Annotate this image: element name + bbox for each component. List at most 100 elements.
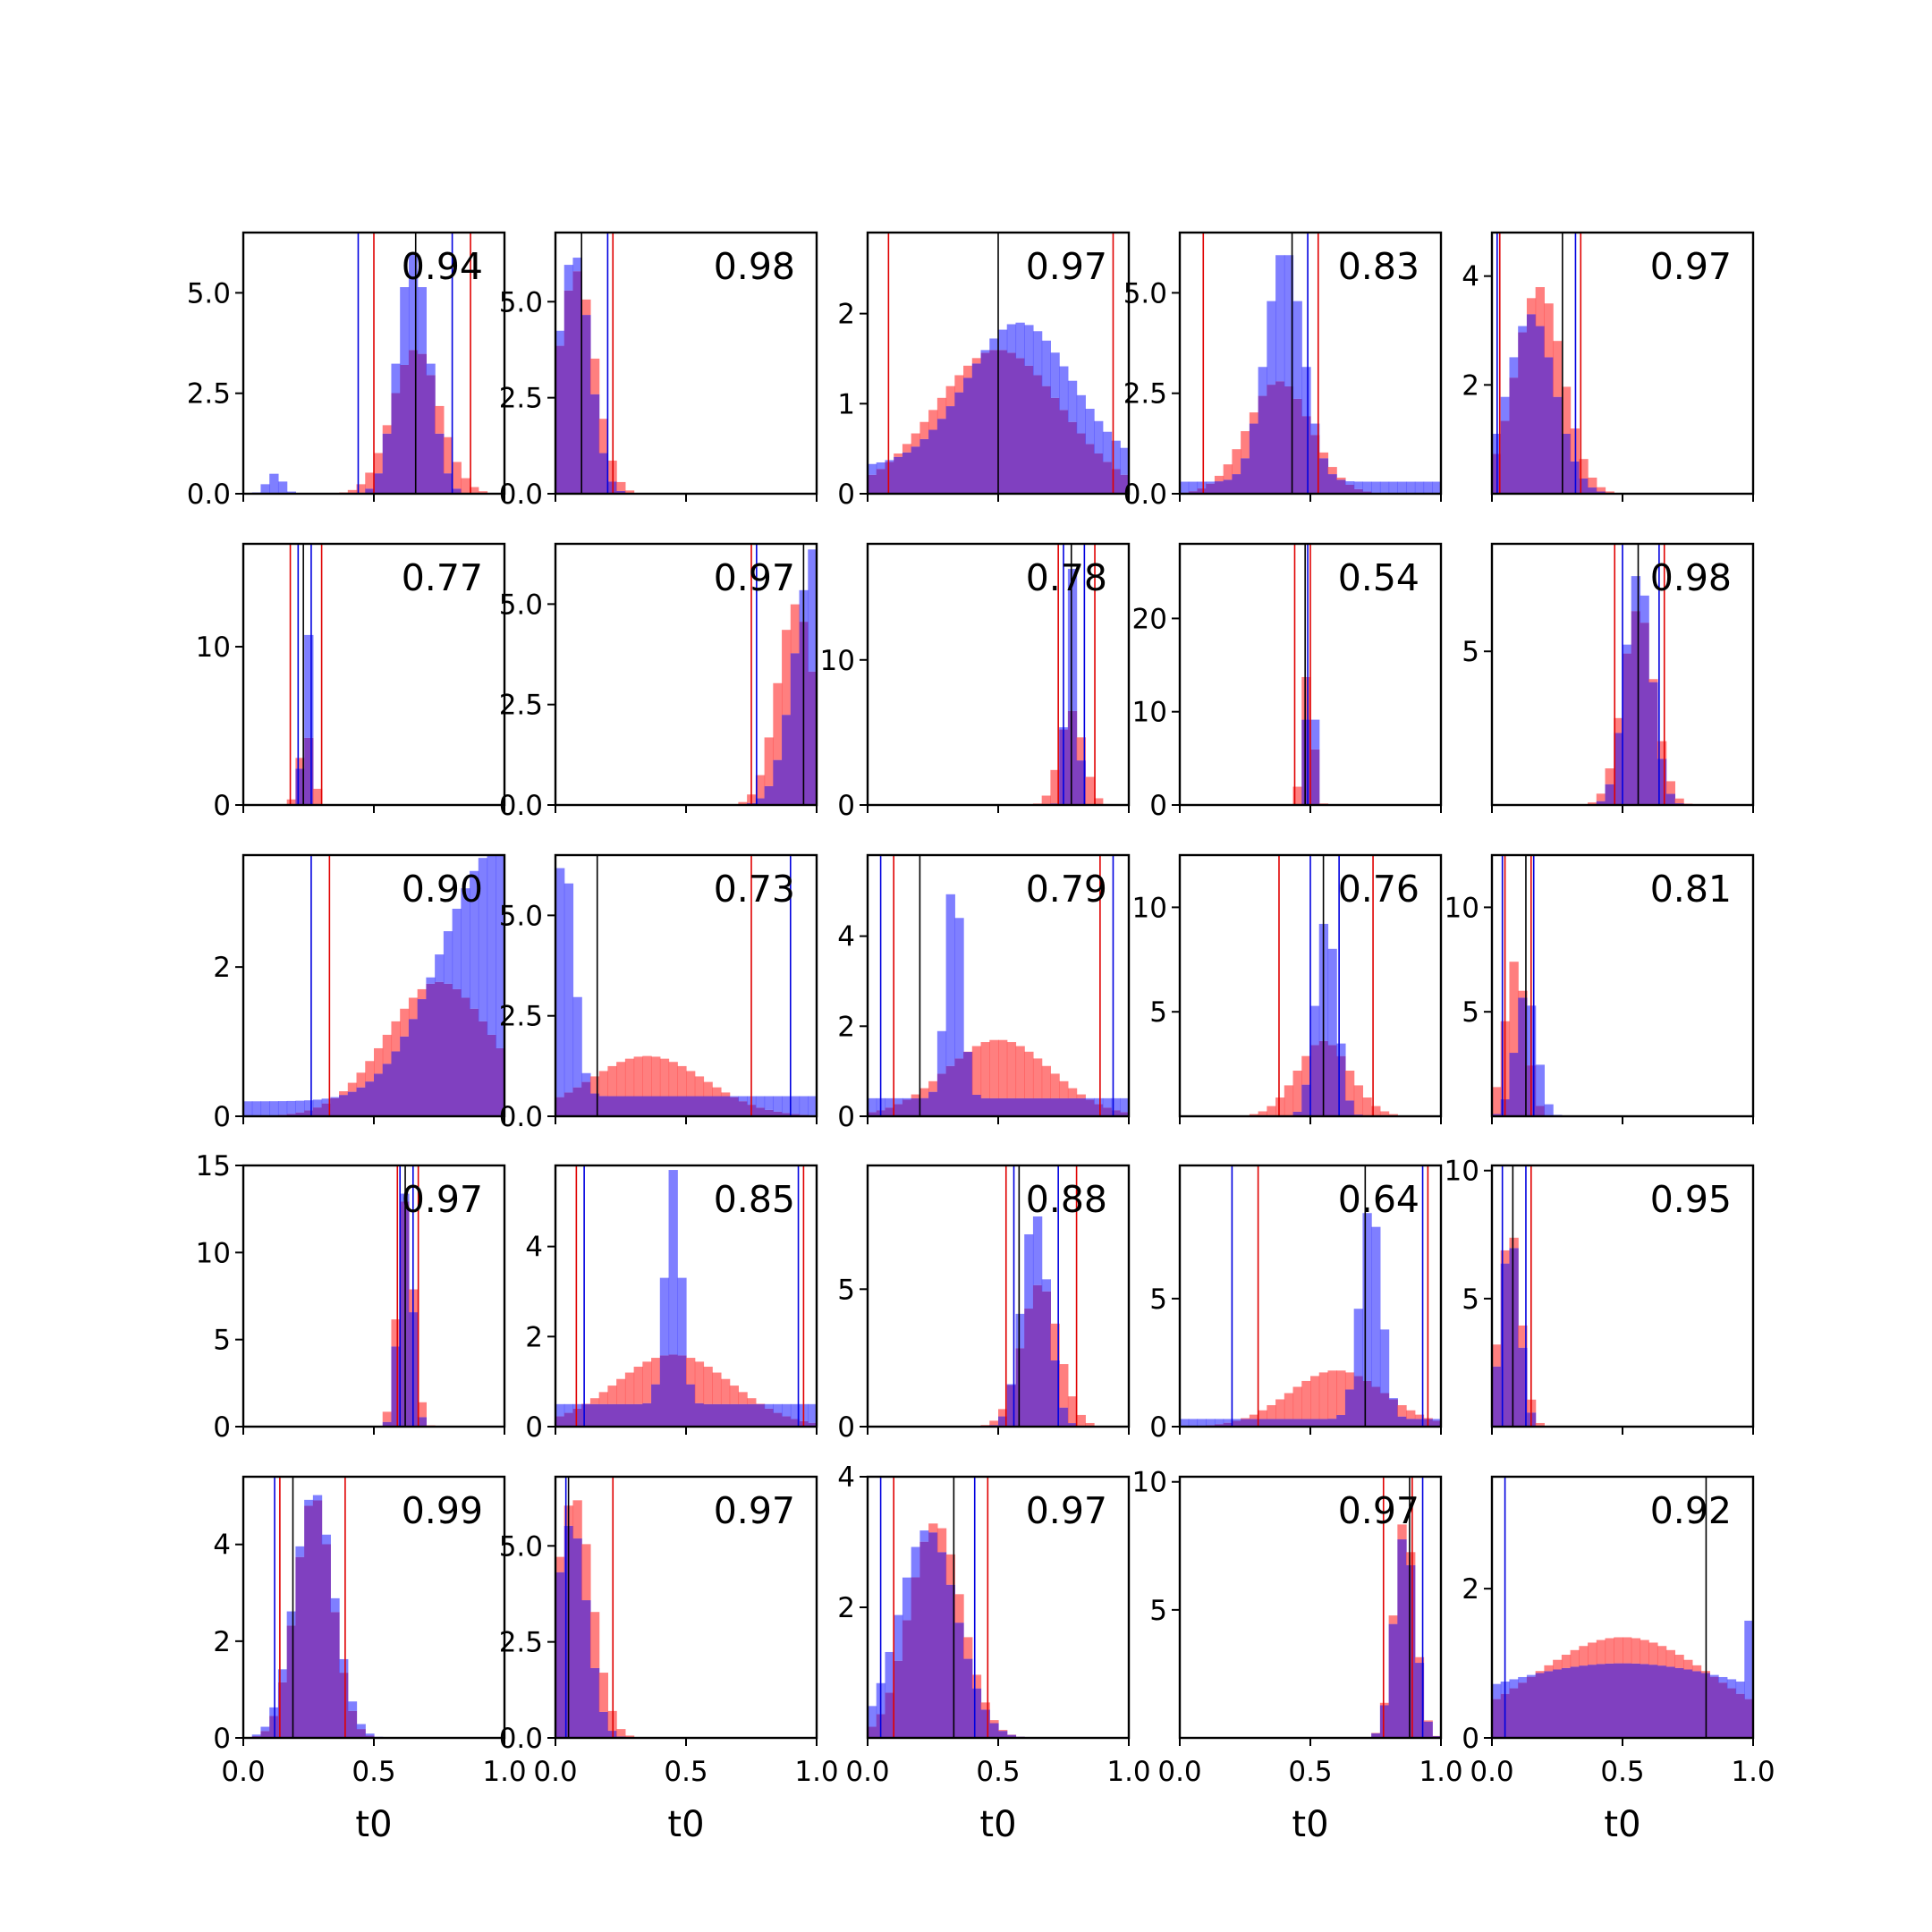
series-a-bar bbox=[1006, 1042, 1017, 1098]
series-b-bar bbox=[260, 1101, 270, 1116]
panel-value-label: 0.77 bbox=[402, 556, 483, 599]
series-a-bar bbox=[365, 472, 375, 489]
y-tick-label: 0.0 bbox=[499, 1723, 543, 1755]
bars-group bbox=[1492, 1620, 1753, 1738]
overlap-bar bbox=[1544, 357, 1554, 494]
overlap-bar bbox=[1041, 386, 1051, 494]
overlap-bar bbox=[1614, 733, 1623, 805]
series-a-bar bbox=[1631, 1638, 1641, 1664]
series-b-bar bbox=[1397, 481, 1407, 494]
subplot-14: 5 10 0.76 bbox=[1132, 853, 1443, 1124]
panel-value-label: 0.95 bbox=[1650, 1178, 1732, 1221]
overlap-bar bbox=[677, 1355, 687, 1427]
overlap-bar bbox=[374, 473, 384, 494]
overlap-bar bbox=[1423, 1721, 1433, 1738]
subplot-6: 0 10 0.77 bbox=[196, 542, 506, 822]
series-a-bar bbox=[1059, 1364, 1069, 1408]
series-a-bar bbox=[624, 1058, 635, 1097]
overlap-bar bbox=[936, 1552, 947, 1738]
overlap-bar bbox=[1301, 416, 1311, 494]
overlap-bar bbox=[808, 1422, 817, 1427]
series-b-bar bbox=[1111, 440, 1121, 470]
series-b-bar bbox=[868, 463, 877, 475]
overlap-bar bbox=[1111, 1110, 1121, 1116]
series-a-bar bbox=[1059, 1080, 1069, 1098]
series-a-bar bbox=[295, 758, 305, 769]
overlap-bar bbox=[304, 1505, 314, 1738]
y-tick-label: 5.0 bbox=[499, 1530, 543, 1563]
x-tick-label: 1.0 bbox=[1419, 1756, 1462, 1788]
series-b-bar bbox=[1310, 423, 1320, 436]
series-a-bar bbox=[356, 484, 366, 493]
x-axis-label: t0 bbox=[1604, 1804, 1640, 1845]
y-tick-label: 0 bbox=[837, 1411, 855, 1444]
overlap-bar bbox=[773, 1412, 783, 1427]
overlap-bar bbox=[1275, 381, 1285, 494]
series-b-bar bbox=[312, 1099, 323, 1108]
series-b-bar bbox=[1032, 331, 1043, 376]
series-b-bar bbox=[808, 549, 817, 672]
y-tick-label: 0.0 bbox=[187, 479, 231, 511]
y-tick-label: 0.0 bbox=[1123, 479, 1167, 511]
series-a-bar bbox=[1275, 1399, 1285, 1419]
series-b-bar bbox=[286, 1611, 296, 1626]
series-b-bar bbox=[1180, 1419, 1190, 1427]
overlap-bar bbox=[1509, 1688, 1519, 1738]
y-tick-label: 0.0 bbox=[499, 479, 543, 511]
overlap-bar bbox=[1492, 1366, 1502, 1427]
series-b-bar bbox=[1059, 366, 1069, 411]
series-b-bar bbox=[808, 1096, 817, 1115]
overlap-bar bbox=[435, 981, 445, 1116]
overlap-bar bbox=[581, 1600, 591, 1738]
series-a-bar bbox=[651, 1358, 661, 1385]
overlap-bar bbox=[1076, 433, 1086, 494]
panel-value-label: 0.97 bbox=[714, 1489, 795, 1532]
series-b-bar bbox=[1041, 340, 1051, 386]
overlap-bar bbox=[391, 1051, 401, 1116]
panel-value-label: 0.88 bbox=[1026, 1178, 1107, 1221]
y-tick-label: 2.5 bbox=[499, 383, 543, 415]
series-b-bar bbox=[572, 1403, 582, 1409]
series-a-bar bbox=[1353, 1085, 1363, 1115]
series-a-bar bbox=[1640, 1640, 1649, 1665]
panel-value-label: 0.97 bbox=[402, 1178, 483, 1221]
series-a-bar bbox=[347, 489, 358, 494]
series-b-bar bbox=[764, 1403, 774, 1409]
overlap-bar bbox=[738, 1403, 748, 1427]
series-b-bar bbox=[1406, 481, 1416, 494]
series-b-bar bbox=[1371, 1226, 1381, 1387]
overlap-bar bbox=[435, 433, 445, 494]
overlap-bar bbox=[1275, 1419, 1285, 1427]
y-tick-label: 2 bbox=[837, 299, 855, 331]
overlap-bar bbox=[1553, 396, 1563, 494]
y-tick-label: 4 bbox=[1462, 261, 1479, 293]
series-a-bar bbox=[400, 1008, 410, 1037]
series-b-bar bbox=[773, 1403, 783, 1413]
overlap-bar bbox=[1605, 784, 1614, 805]
series-a-bar bbox=[1406, 1552, 1416, 1565]
overlap-bar bbox=[659, 1096, 670, 1116]
overlap-bar bbox=[928, 429, 938, 494]
series-b-bar bbox=[304, 1499, 314, 1506]
series-a-bar bbox=[1232, 449, 1241, 475]
series-b-bar bbox=[1353, 481, 1363, 489]
overlap-bar bbox=[408, 1019, 419, 1116]
overlap-bar bbox=[382, 1063, 393, 1116]
overlap-bar bbox=[1544, 1671, 1554, 1738]
overlap-bar bbox=[989, 1097, 999, 1116]
series-a-bar bbox=[729, 1385, 739, 1404]
series-b-bar bbox=[1414, 481, 1425, 494]
subplot-23: 2 4 0.0 0.5 1.0 t0 0.97 bbox=[837, 1462, 1150, 1845]
overlap-bar bbox=[936, 1073, 947, 1116]
series-b-bar bbox=[1076, 394, 1086, 434]
series-b-bar bbox=[295, 1546, 305, 1557]
overlap-bar bbox=[989, 1723, 999, 1738]
series-b-bar bbox=[1024, 1233, 1034, 1309]
subplot-9: 0 10 20 0.54 bbox=[1132, 542, 1443, 822]
x-tick-label: 0.0 bbox=[533, 1756, 577, 1788]
subplot-24: 5 10 0.0 0.5 1.0 t0 0.97 bbox=[1132, 1467, 1463, 1845]
overlap-bar bbox=[1267, 1419, 1276, 1427]
series-a-bar bbox=[1024, 1051, 1034, 1098]
overlap-bar bbox=[1249, 423, 1259, 494]
overlap-bar bbox=[738, 1101, 748, 1116]
